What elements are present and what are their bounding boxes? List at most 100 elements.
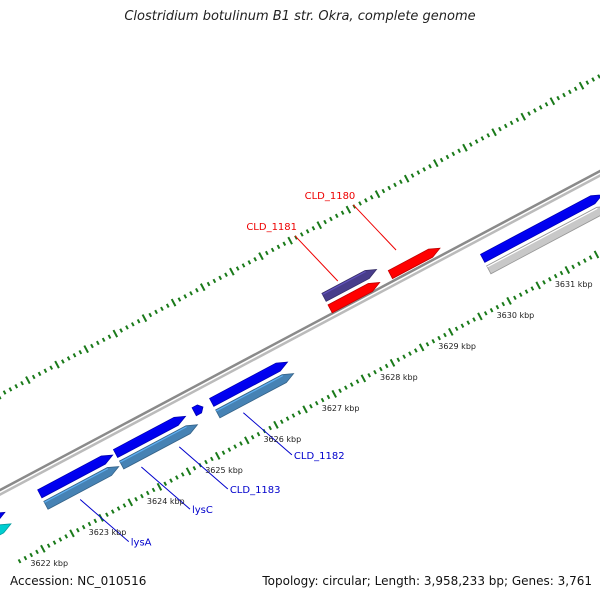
outer-tick [381, 188, 386, 194]
inner-tick [559, 270, 564, 276]
inner-tick [297, 410, 302, 415]
outer-tick [212, 278, 217, 284]
inner-tick [326, 394, 331, 400]
outer-tick [78, 349, 83, 355]
outer-tick [282, 241, 287, 246]
outer-tick [323, 219, 327, 225]
outer-tick [305, 229, 310, 234]
feature-highlight [486, 207, 598, 268]
gene-label: lysA [131, 538, 152, 549]
outer-tick [527, 111, 531, 116]
outer-tick [206, 281, 211, 287]
scale-label: 3630 kbp [497, 311, 535, 320]
outer-tick [270, 247, 275, 253]
outer-tick [20, 380, 24, 386]
outer-tick [253, 257, 257, 262]
inner-tick [320, 397, 325, 403]
inner-tick [302, 405, 308, 414]
outer-tick [439, 157, 444, 163]
outer-tick [462, 143, 468, 152]
outer-tick [364, 198, 368, 203]
inner-tick [256, 431, 261, 437]
inner-tick [489, 307, 494, 313]
inner-tick [151, 487, 156, 493]
outer-tick [498, 126, 502, 132]
outer-tick [25, 376, 31, 385]
inner-tick [402, 354, 406, 359]
inner-tick [425, 342, 430, 347]
outer-tick [568, 89, 572, 95]
scale-label: 3625 kbp [205, 466, 243, 475]
outer-tick [90, 343, 94, 349]
inner-tick [506, 296, 512, 305]
inner-tick [373, 369, 377, 375]
feature-arrow [112, 415, 187, 459]
inner-tick [582, 258, 587, 263]
outer-tick [422, 167, 426, 172]
outer-tick [37, 371, 42, 377]
outer-tick [0, 395, 2, 400]
inner-tick [513, 295, 517, 301]
inner-tick [548, 277, 552, 282]
scale-label: 3624 kbp [147, 497, 185, 506]
outer-tick [410, 173, 415, 178]
inner-tick [105, 512, 109, 517]
feature-arrow [43, 466, 120, 510]
feature-highlight [37, 456, 103, 492]
outer-tick [235, 266, 240, 271]
scale-label: 3626 kbp [263, 435, 301, 444]
outer-tick [340, 210, 345, 215]
inner-tick [418, 343, 425, 352]
outer-tick [509, 120, 514, 126]
inner-tick [185, 467, 192, 476]
inner-tick [250, 435, 255, 440]
inner-tick [110, 509, 115, 514]
inner-tick [192, 466, 197, 471]
outer-tick [549, 97, 556, 106]
feature-arrow [0, 523, 12, 536]
inner-tick [210, 456, 214, 462]
inner-tick [227, 447, 232, 452]
inner-tick [204, 459, 208, 465]
outer-tick [520, 112, 526, 121]
outer-tick [585, 80, 590, 85]
outer-tick [8, 387, 13, 392]
outer-tick [229, 267, 235, 276]
inner-tick [518, 292, 523, 297]
outer-tick [258, 252, 264, 261]
inner-tick [501, 301, 506, 307]
inner-tick [331, 389, 337, 398]
inner-tick [273, 420, 279, 429]
outer-tick [241, 263, 246, 268]
outer-tick [387, 185, 392, 191]
inner-tick [140, 493, 144, 499]
inner-tick [29, 552, 34, 558]
outer-tick [329, 216, 333, 222]
inner-tick [23, 555, 28, 561]
outer-tick [562, 92, 566, 98]
label-leader-line [352, 204, 397, 251]
inner-tick [454, 326, 459, 332]
outer-tick [556, 95, 561, 101]
outer-tick [503, 123, 508, 129]
inner-tick [367, 373, 372, 378]
inner-tick [239, 441, 243, 446]
inner-tick [145, 490, 150, 496]
accession-text: Accession: NC_010516 [10, 574, 147, 588]
outer-tick [224, 272, 228, 277]
outer-tick [480, 136, 485, 141]
map-title: Clostridium botulinum B1 str. Okra, comp… [124, 9, 476, 24]
inner-tick [17, 558, 22, 564]
outer-tick [276, 244, 281, 250]
feature-arrow [209, 361, 289, 407]
gene-label: lysC [192, 505, 213, 516]
inner-tick [530, 286, 535, 291]
label-leader-line [294, 235, 339, 282]
features [0, 194, 600, 536]
inner-tick [564, 265, 571, 274]
gene-labels: lysA lysC CLD_1183 CLD_1182 CLD_1181 CLD_1180 [79, 191, 397, 549]
outer-tick [170, 298, 177, 307]
feature-highlight [388, 249, 430, 273]
gene-label: CLD_1183 [230, 485, 281, 496]
